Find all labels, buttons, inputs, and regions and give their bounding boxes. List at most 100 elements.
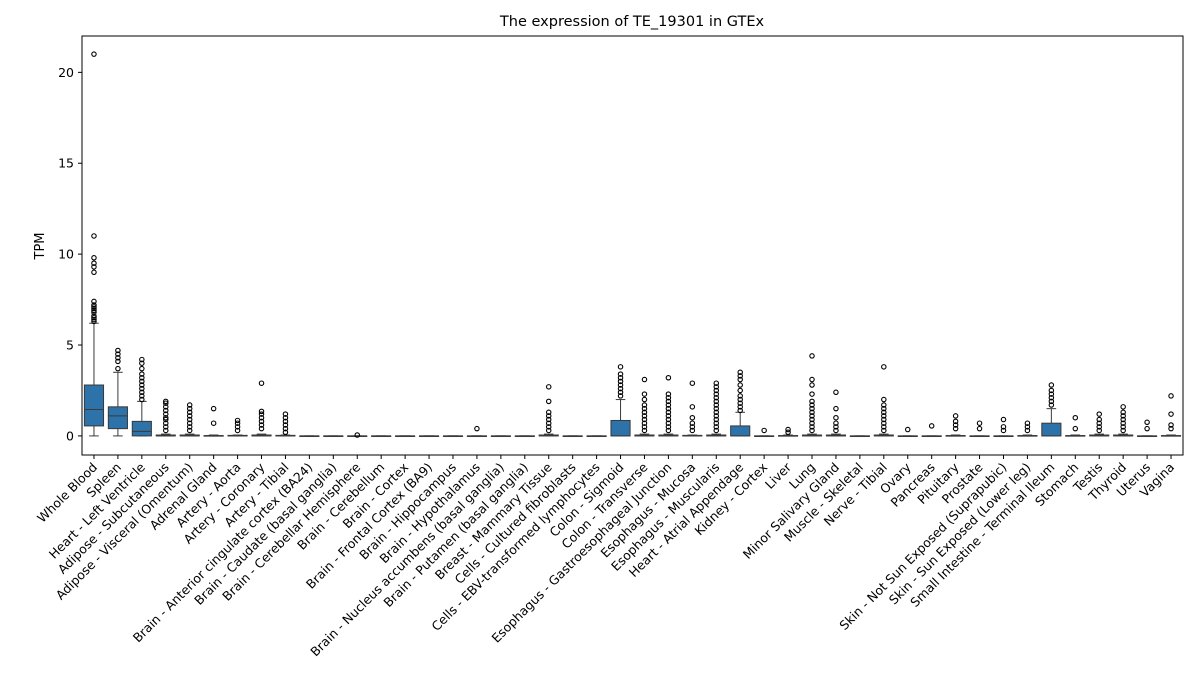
- outlier-point: [186, 413, 193, 419]
- box-group: [586, 435, 607, 438]
- outlier-point: [91, 264, 97, 270]
- outlier-point: [881, 420, 887, 426]
- box-group: [801, 353, 823, 437]
- outlier-point: [833, 414, 839, 421]
- y-tick-label: 5: [66, 338, 74, 353]
- box-group: [1113, 404, 1134, 437]
- box-group: [323, 435, 344, 438]
- outlier-point: [234, 424, 241, 430]
- outlier-point: [163, 404, 169, 410]
- box-group: [1017, 420, 1038, 437]
- outlier-point: [976, 420, 983, 426]
- outlier-point: [1120, 416, 1126, 423]
- outlier-point: [617, 385, 624, 392]
- outlier-point: [665, 394, 672, 401]
- box-group: [706, 380, 727, 437]
- box-group: [371, 435, 392, 438]
- box-group: [1089, 411, 1110, 437]
- outlier-point: [1144, 419, 1150, 426]
- outlier-point: [91, 269, 97, 276]
- box-group: [466, 425, 487, 438]
- outlier-point: [881, 424, 887, 430]
- outlier-point: [186, 405, 193, 412]
- outlier-point: [139, 396, 145, 403]
- outlier-point: [952, 425, 959, 432]
- outlier-point: [139, 393, 145, 399]
- outlier-point: [833, 389, 839, 396]
- box-group: [131, 356, 152, 437]
- box-group: [538, 384, 559, 437]
- outlier-point: [881, 405, 887, 412]
- outlier-point: [665, 413, 672, 419]
- outlier-point: [617, 371, 624, 377]
- outlier-point: [91, 260, 97, 266]
- outlier-point: [737, 376, 743, 383]
- outlier-point: [641, 391, 648, 397]
- outlier-point: [1168, 411, 1174, 417]
- outlier-point: [163, 398, 169, 405]
- outlier-point: [713, 413, 720, 419]
- outlier-point: [1120, 420, 1126, 426]
- outlier-point: [809, 376, 815, 383]
- outlier-point: [641, 420, 648, 426]
- outlier-point: [713, 384, 720, 390]
- outlier-point: [258, 408, 265, 415]
- outlier-point: [91, 315, 97, 321]
- box-group: [873, 364, 894, 437]
- outlier-point: [641, 427, 648, 434]
- outlier-point: [689, 420, 696, 426]
- outlier-point: [641, 402, 648, 408]
- outlier-point: [1120, 413, 1126, 419]
- box-group: [562, 435, 583, 438]
- outlier-point: [952, 413, 959, 419]
- outlier-point: [163, 407, 169, 414]
- outlier-point: [617, 364, 624, 370]
- outlier-point: [809, 420, 815, 426]
- outlier-point: [952, 418, 959, 425]
- outlier-point: [282, 414, 289, 421]
- outlier-point: [545, 409, 552, 416]
- outlier-point: [928, 423, 935, 429]
- outlier-point: [1096, 424, 1102, 430]
- outlier-point: [258, 414, 265, 421]
- outlier-point: [91, 316, 97, 323]
- y-tick-label: 15: [58, 156, 74, 171]
- outlier-point: [833, 427, 839, 434]
- outlier-point: [163, 424, 169, 430]
- box-group: [849, 435, 870, 438]
- box-group: [1041, 382, 1062, 437]
- outlier-point: [665, 416, 672, 423]
- outlier-point: [1048, 391, 1055, 397]
- outlier-point: [545, 413, 552, 419]
- y-tick-label: 20: [58, 65, 74, 80]
- outlier-point: [186, 409, 193, 416]
- box: [730, 425, 751, 437]
- outlier-point: [545, 384, 552, 390]
- outlier-point: [1072, 425, 1079, 432]
- box-group: [490, 435, 511, 438]
- outlier-point: [809, 405, 815, 412]
- outlier-point: [833, 405, 839, 412]
- outlier-point: [474, 425, 480, 432]
- outlier-point: [163, 420, 169, 426]
- outlier-point: [1000, 427, 1007, 434]
- outlier-point: [617, 374, 624, 381]
- outlier-point: [617, 382, 624, 388]
- outlier-point: [258, 411, 265, 417]
- box-group: [203, 405, 224, 437]
- outlier-point: [139, 378, 145, 385]
- box-group: [107, 347, 128, 437]
- outlier-point: [139, 374, 145, 381]
- outlier-point: [785, 429, 791, 436]
- outlier-point: [258, 380, 265, 386]
- outlier-point: [91, 233, 97, 239]
- box-group: [897, 426, 918, 438]
- box-group: [1160, 393, 1182, 437]
- box: [131, 420, 152, 437]
- outlier-point: [1096, 420, 1102, 426]
- outlier-point: [1048, 382, 1055, 388]
- outlier-point: [641, 376, 648, 383]
- outlier-point: [713, 394, 720, 401]
- outlier-point: [665, 391, 672, 397]
- outlier-point: [713, 387, 720, 394]
